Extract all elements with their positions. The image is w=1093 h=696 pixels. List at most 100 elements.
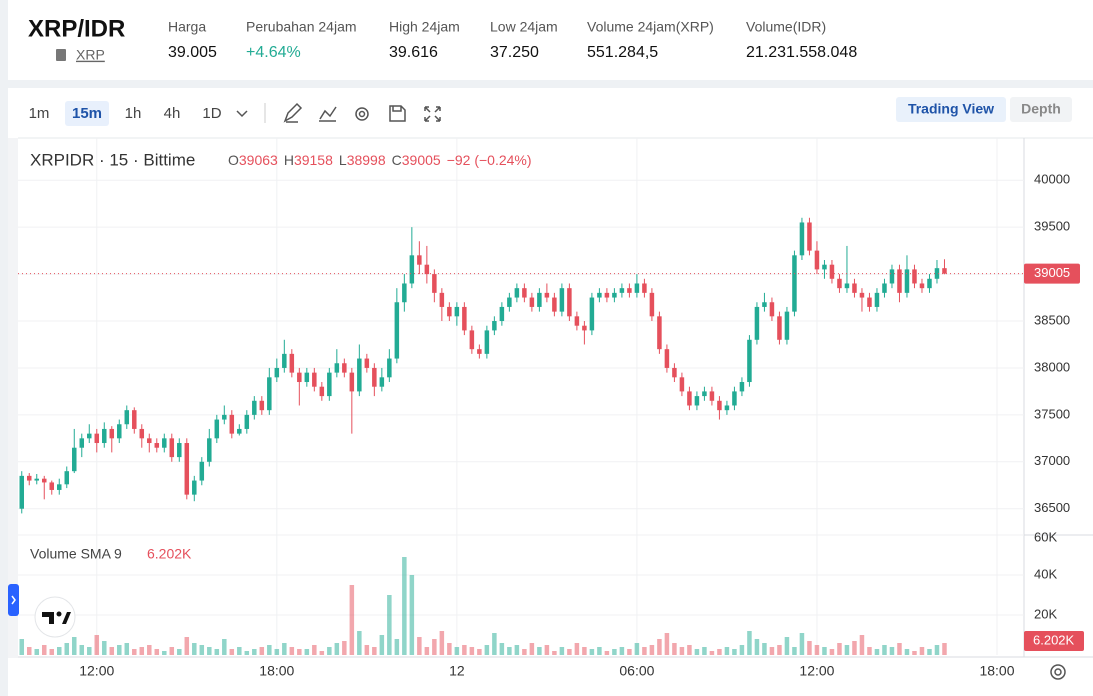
logo-slash (62, 612, 71, 624)
volume-bar (874, 649, 880, 655)
candle-body (387, 358, 392, 378)
candle-body (724, 405, 730, 411)
volume-bar (664, 633, 670, 655)
settings-icon[interactable] (355, 107, 369, 121)
volume-bar (72, 637, 77, 655)
header-card (8, 0, 1093, 80)
volume-bar (859, 635, 865, 655)
view-tab[interactable]: Depth (1021, 101, 1061, 117)
interval-dropdown[interactable] (236, 110, 248, 118)
stat-label: Harga (168, 19, 206, 35)
candle-body (477, 349, 482, 354)
volume-bar (432, 639, 437, 655)
volume-bar (514, 645, 520, 655)
volume-bar (612, 649, 617, 655)
volume-bar (462, 645, 467, 655)
ohlc-value: 39158 (294, 152, 333, 168)
volume-bar (777, 645, 782, 655)
volume-bar (492, 633, 497, 655)
logo-mark (42, 612, 54, 624)
stat-value: +4.64% (246, 44, 301, 61)
interval-button[interactable]: 4h (164, 105, 181, 122)
volume-bar (177, 649, 182, 655)
last-price-badge (1024, 263, 1080, 284)
volume-bar (792, 647, 797, 655)
candle-body (679, 377, 685, 392)
interval-button[interactable]: 1D (202, 105, 221, 122)
candle-body (229, 414, 235, 434)
volume-bar (814, 645, 820, 655)
side-panel-tab[interactable] (8, 584, 19, 616)
volume-sma-value: 6.202K (147, 546, 192, 562)
candle-body (852, 283, 857, 293)
volume-bar (237, 647, 242, 655)
save-icon[interactable] (389, 105, 406, 122)
volume-bar (312, 645, 317, 655)
volume-tick-label: 60K (1034, 529, 1057, 544)
candle-body (124, 410, 130, 425)
volume-bar (912, 651, 917, 655)
volume-bar (252, 649, 257, 655)
candle-body (327, 372, 332, 397)
candle-body (282, 353, 287, 368)
candle-body (619, 288, 625, 293)
x-tick-label: 18:00 (979, 663, 1014, 679)
candle-body (942, 268, 947, 274)
x-tick-label: 18:00 (259, 663, 294, 679)
volume-bar (417, 637, 422, 655)
fullscreen-icon[interactable] (424, 106, 441, 122)
candle-body (732, 391, 737, 406)
candle-body (784, 311, 790, 340)
ohlc-letter: H (284, 152, 294, 168)
y-tick-label: 39500 (1034, 219, 1070, 234)
tv-logo[interactable] (34, 596, 76, 638)
volume-bar (552, 651, 557, 655)
candle-body (687, 391, 692, 406)
settings-icon-core (358, 110, 366, 118)
candle-body (552, 297, 557, 312)
ohlc-letter: L (339, 152, 347, 168)
view-tab[interactable]: Trading View (908, 101, 994, 117)
volume-bar (762, 643, 767, 655)
candle-body (694, 396, 700, 406)
candle-body (117, 424, 122, 439)
interval-button[interactable]: 1h (125, 105, 142, 122)
volume-bar (919, 647, 925, 655)
draw-tool-icon[interactable] (283, 102, 303, 123)
candle-body (379, 377, 385, 387)
ohlc-letter: C (392, 152, 402, 168)
chart-settings-core (1054, 668, 1062, 676)
indicator-icon[interactable] (319, 106, 337, 122)
candle-body (589, 297, 595, 331)
volume-sma-badge (1024, 631, 1084, 651)
interval-button[interactable]: 1m (29, 105, 50, 122)
view-tab-bg (1010, 97, 1072, 122)
candle-body (597, 292, 602, 298)
volume-bar (717, 649, 722, 655)
volume-bar (589, 649, 595, 655)
volume-bar (574, 643, 580, 655)
candle-body (874, 292, 880, 307)
candle-body (364, 358, 370, 368)
volume-bar (769, 647, 775, 655)
volume-bar (642, 647, 647, 655)
volume-bar (214, 649, 220, 655)
y-tick-label: 38000 (1034, 359, 1070, 374)
chart-settings-icon[interactable] (1050, 664, 1066, 680)
stat-label: Perubahan 24jam (246, 19, 357, 35)
interval-button[interactable]: 15m (72, 105, 102, 122)
volume-bar (522, 649, 527, 655)
candle-body (882, 283, 887, 293)
candle-body (604, 292, 610, 298)
asset-link[interactable]: XRP (76, 47, 105, 63)
volume-bar (117, 645, 122, 655)
candle-body (559, 288, 565, 312)
volume-bar (147, 645, 152, 655)
volume-bar (844, 645, 850, 655)
candle-body (454, 306, 460, 317)
volume-bar (57, 647, 62, 655)
volume-bar (327, 647, 332, 655)
volume-bar (64, 643, 70, 655)
volume-bar (882, 645, 887, 655)
candle-body (372, 367, 377, 387)
